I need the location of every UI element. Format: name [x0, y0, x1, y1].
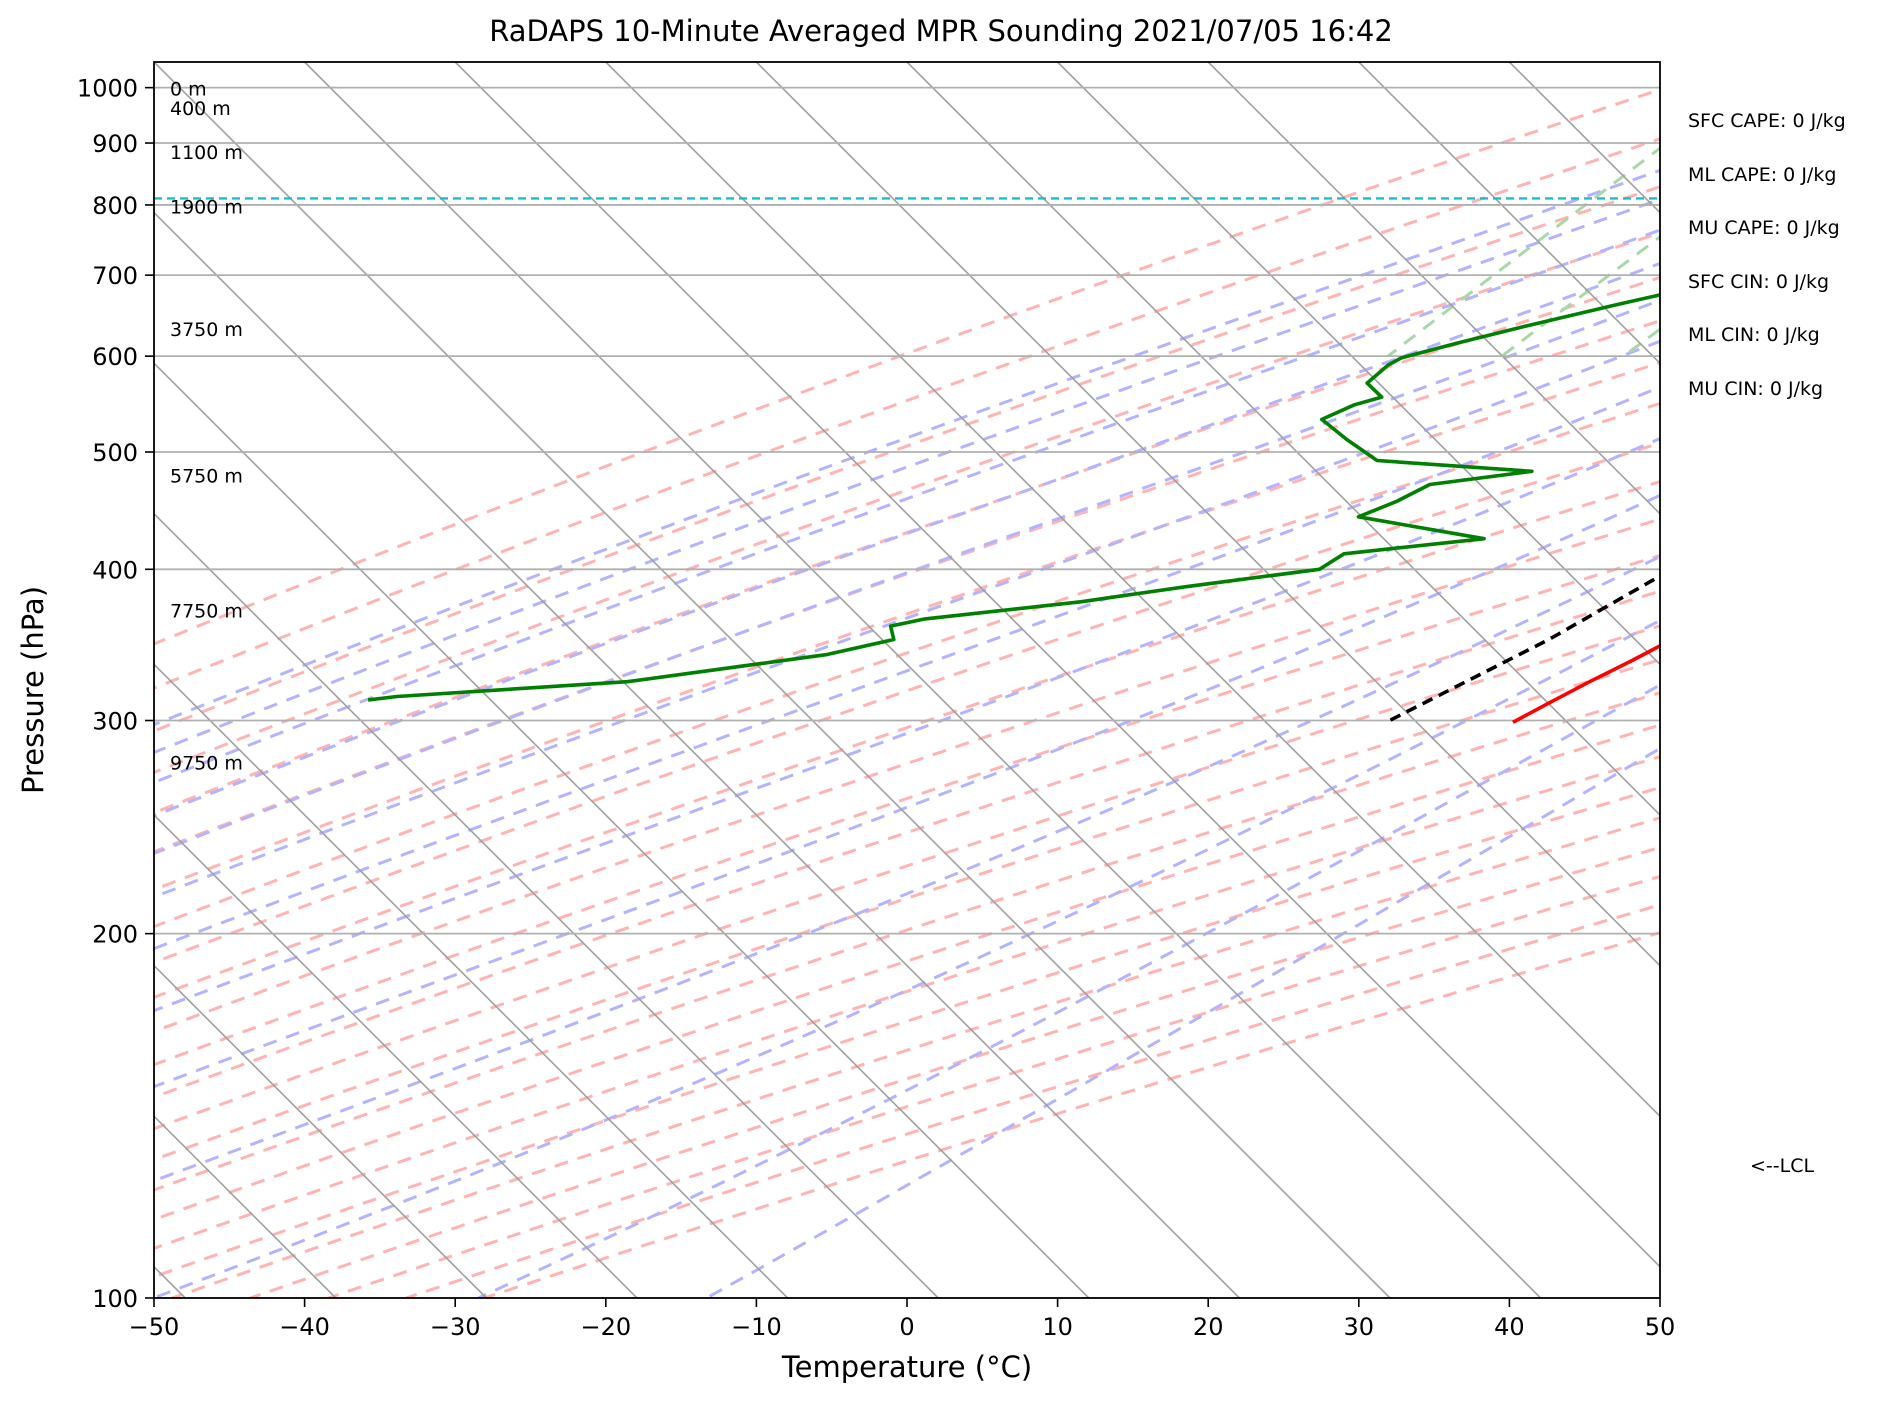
- isotherm: [154, 964, 487, 1298]
- x-axis-label: Temperature (°C): [781, 1350, 1033, 1384]
- y-tick-label: 900: [92, 130, 138, 158]
- dry-adiabat: [483, 931, 1660, 1298]
- y-tick-label: 400: [92, 556, 138, 584]
- dry-adiabat: [154, 691, 1660, 1192]
- sfc-cape-text: SFC CAPE: 0 J/kg: [1688, 110, 1846, 132]
- ml-cin-text: ML CIN: 0 J/kg: [1688, 324, 1820, 346]
- y-tick-label: 200: [92, 921, 138, 949]
- x-tick-label: 40: [1494, 1313, 1525, 1341]
- background-lines: [154, 62, 1882, 1298]
- height-label: 400 m: [170, 98, 231, 120]
- dry-adiabat: [171, 816, 1660, 1298]
- x-tick-label: −20: [580, 1313, 631, 1341]
- chart-title: RaDAPS 10-Minute Averaged MPR Sounding 2…: [489, 14, 1393, 48]
- moist-adiabat: [705, 746, 1660, 1298]
- dry-adiabat: [154, 137, 1660, 690]
- y-tick-label: 100: [92, 1285, 138, 1313]
- dry-adiabat: [154, 553, 1660, 1067]
- dry-adiabat: [154, 517, 1660, 1034]
- isotherm: [154, 211, 1240, 1298]
- moist-adiabat: [477, 683, 1660, 1298]
- dry-adiabat: [154, 658, 1660, 1162]
- y-tick-label: 300: [92, 708, 138, 736]
- x-tick-label: 10: [1042, 1313, 1073, 1341]
- mu-cape-text: MU CAPE: 0 J/kg: [1688, 217, 1840, 239]
- moist-adiabat: [154, 168, 1660, 727]
- height-label: 3750 m: [170, 319, 243, 341]
- height-label: 0 m: [170, 79, 207, 101]
- moist-adiabat: [154, 339, 1660, 899]
- y-tick-label: 1000: [77, 75, 138, 103]
- y-tick-label: 700: [92, 262, 138, 290]
- isotherm: [605, 62, 1660, 1118]
- x-tick-label: −30: [430, 1313, 481, 1341]
- dry-adiabat: [154, 87, 1660, 646]
- isotherm: [154, 362, 1090, 1298]
- dry-adiabat: [249, 845, 1660, 1298]
- dry-adiabat: [154, 401, 1660, 929]
- dry-adiabat: [154, 785, 1660, 1279]
- isotherm: [906, 62, 1660, 817]
- x-tick-label: −50: [129, 1313, 180, 1341]
- isotherm: [1659, 62, 1660, 64]
- x-tick-label: −40: [279, 1313, 330, 1341]
- moist-adiabat: [154, 493, 1660, 1089]
- x-tick-label: 0: [899, 1313, 914, 1341]
- dry-adiabat: [154, 480, 1660, 1000]
- moist-adiabat: [154, 618, 1660, 1298]
- moist-adiabat: [154, 197, 1660, 755]
- isotherm: [1358, 62, 1660, 365]
- dry-adiabat: [154, 275, 1660, 815]
- height-label: 5750 m: [170, 466, 243, 488]
- isotherm: [1207, 62, 1660, 515]
- isotherm: [755, 62, 1660, 967]
- height-label: 7750 m: [170, 600, 243, 622]
- y-tick-label: 800: [92, 192, 138, 220]
- parcel-profile: [1388, 573, 1660, 723]
- axes: −50 −40 −30 −20 −10 0 10 20 30 40 50 100 200 300 400 50…: [77, 61, 1676, 1341]
- isotherm: [154, 663, 789, 1298]
- isotherm: [1508, 62, 1660, 214]
- dry-adiabat: [154, 589, 1660, 1099]
- isotherm: [1057, 62, 1660, 666]
- moist-adiabat: [154, 554, 1660, 1183]
- y-tick-label: 500: [92, 439, 138, 467]
- y-axis-label: Pressure (hPa): [16, 585, 50, 795]
- isotherm: [1811, 62, 1882, 1298]
- dry-adiabat: [154, 361, 1660, 892]
- moist-adiabat: [154, 228, 1660, 785]
- dewpoint-profile: [367, 293, 1660, 702]
- height-label: 1100 m: [170, 142, 243, 164]
- lcl-label: <--LCL: [1750, 1155, 1815, 1177]
- sfc-cin-text: SFC CIN: 0 J/kg: [1688, 271, 1830, 293]
- isotherm: [304, 62, 1542, 1298]
- height-label: 1900 m: [170, 196, 243, 218]
- mu-cin-text: MU CIN: 0 J/kg: [1688, 378, 1824, 400]
- x-tick-label: 50: [1645, 1313, 1676, 1341]
- moist-adiabat: [154, 261, 1660, 818]
- dry-adiabat: [154, 755, 1660, 1250]
- moist-adiabat: [154, 298, 1660, 856]
- dry-adiabat: [154, 441, 1660, 965]
- dry-adiabat: [154, 624, 1660, 1131]
- height-label: 9750 m: [170, 752, 243, 774]
- dry-adiabat: [154, 723, 1660, 1222]
- dry-adiabat: [327, 874, 1660, 1298]
- isotherm: [454, 62, 1660, 1268]
- isotherm: [154, 512, 939, 1298]
- x-tick-label: 20: [1193, 1313, 1224, 1341]
- series-lines: [154, 197, 1660, 724]
- ml-cape-text: ML CAPE: 0 J/kg: [1688, 164, 1837, 186]
- x-tick-label: −10: [731, 1313, 782, 1341]
- y-tick-label: 600: [92, 343, 138, 371]
- isotherm: [154, 62, 1391, 1298]
- plot-frame: [153, 61, 1661, 1299]
- isotherm: [154, 813, 638, 1298]
- x-tick-label: 30: [1344, 1313, 1375, 1341]
